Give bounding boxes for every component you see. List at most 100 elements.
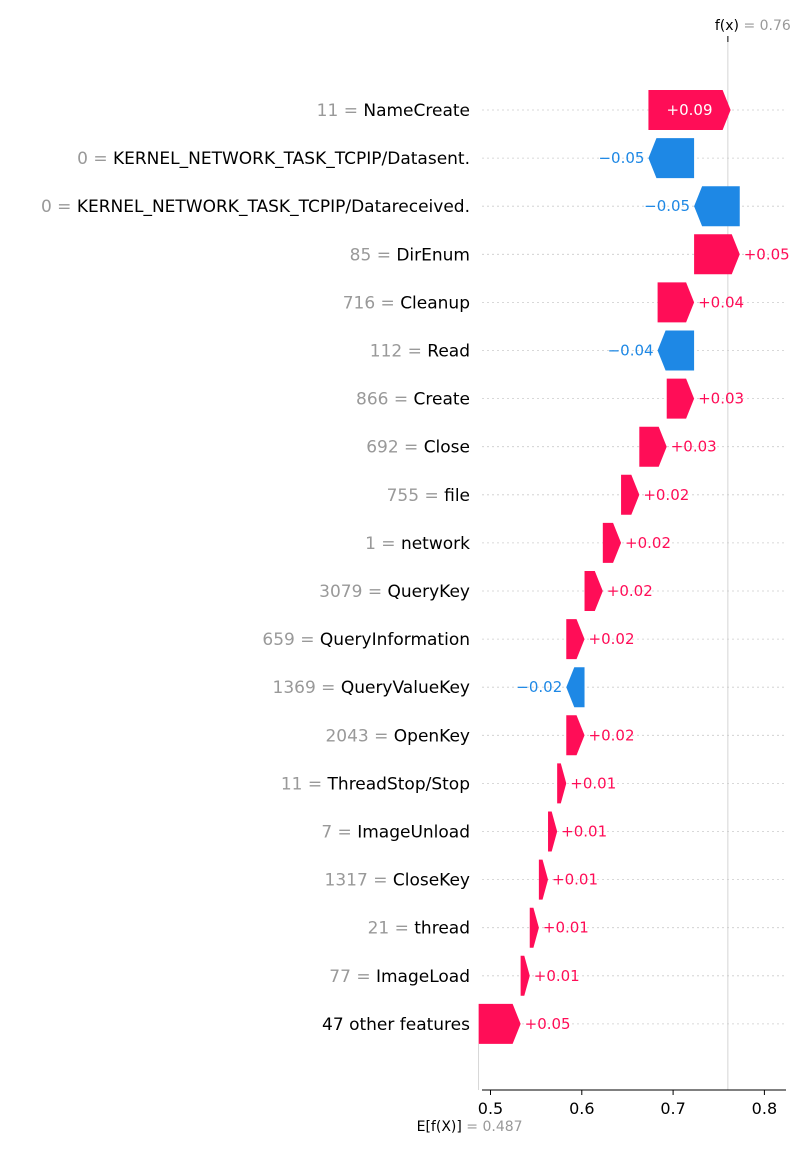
bar-positive bbox=[694, 234, 740, 275]
bar-positive bbox=[602, 522, 622, 563]
contribution-label: +0.01 bbox=[543, 919, 589, 937]
fx-annotation: f(x) = 0.76 bbox=[715, 18, 791, 34]
feature-name: DirEnum bbox=[396, 245, 470, 265]
x-tick-label: 0.6 bbox=[569, 1099, 594, 1118]
contribution-label: +0.01 bbox=[534, 967, 580, 985]
feature-name: Close bbox=[424, 438, 470, 458]
contribution-label: +0.05 bbox=[744, 245, 790, 263]
bar-positive bbox=[639, 426, 667, 467]
feature-name: ImageUnload bbox=[357, 823, 470, 843]
contribution-label: +0.02 bbox=[643, 486, 689, 504]
feature-value: 0 = bbox=[77, 149, 113, 169]
fx-label: f(x) bbox=[715, 18, 739, 34]
bar-positive bbox=[657, 282, 695, 323]
contribution-label: +0.04 bbox=[698, 293, 744, 311]
feature-name: Create bbox=[414, 390, 471, 410]
bar-positive bbox=[566, 619, 585, 660]
feature-name: CloseKey bbox=[393, 871, 470, 891]
contribution-label: +0.01 bbox=[570, 774, 616, 792]
contribution-label: +0.05 bbox=[525, 1015, 571, 1033]
bar-positive bbox=[548, 811, 558, 852]
feature-label: 755 = file bbox=[387, 486, 470, 506]
feature-value: 659 = bbox=[262, 630, 320, 650]
feature-label: 1317 = CloseKey bbox=[325, 871, 470, 891]
bar-negative bbox=[657, 330, 695, 371]
contribution-label: +0.09 bbox=[667, 101, 713, 119]
feature-name: NameCreate bbox=[363, 101, 470, 121]
contribution-label: +0.02 bbox=[589, 726, 635, 744]
feature-name: network bbox=[401, 534, 470, 554]
feature-label: 1369 = QueryValueKey bbox=[273, 678, 471, 698]
feature-label: 77 = ImageLoad bbox=[329, 967, 470, 987]
reference-lines bbox=[478, 36, 729, 1090]
contribution-label: −0.05 bbox=[644, 197, 690, 215]
contribution-label: +0.02 bbox=[625, 534, 671, 552]
feature-label: 21 = thread bbox=[368, 919, 470, 939]
feature-value: 1 = bbox=[365, 534, 401, 554]
feature-label: 47 other features bbox=[322, 1015, 470, 1035]
feature-value: 3079 = bbox=[319, 582, 387, 602]
feature-value: 21 = bbox=[368, 919, 415, 939]
fx-value: = 0.76 bbox=[739, 18, 791, 34]
feature-label: 3079 = QueryKey bbox=[319, 582, 470, 602]
x-tick-label: 0.8 bbox=[752, 1099, 777, 1118]
feature-name: ImageLoad bbox=[376, 967, 470, 987]
bar-positive bbox=[557, 763, 567, 804]
bars: +0.09 −0.05 −0.05 +0.05 +0.04 −0.04 +0.03 +0.03… bbox=[478, 90, 790, 1044]
expected-value-annotation: E[f(X)] = 0.487 bbox=[417, 1119, 523, 1135]
bar-positive bbox=[621, 474, 640, 515]
feature-label: 692 = Close bbox=[366, 438, 470, 458]
bar-positive bbox=[529, 907, 539, 948]
contribution-label: +0.02 bbox=[607, 582, 653, 600]
bar-positive bbox=[584, 571, 603, 611]
feature-value: 692 = bbox=[366, 438, 424, 458]
x-tick-label: 0.5 bbox=[478, 1099, 503, 1118]
feature-labels: 11 = NameCreate 0 = KERNEL_NETWORK_TASK_T… bbox=[41, 101, 470, 1035]
feature-name: KERNEL_NETWORK_TASK_TCPIP/Datasent. bbox=[113, 149, 470, 169]
feature-label: 0 = KERNEL_NETWORK_TASK_TCPIP/Datasent. bbox=[77, 149, 470, 169]
feature-label: 112 = Read bbox=[370, 342, 470, 362]
feature-value: 1317 = bbox=[325, 871, 393, 891]
feature-value: 85 = bbox=[350, 245, 397, 265]
bar-negative bbox=[694, 186, 740, 227]
feature-value: 2043 = bbox=[325, 726, 393, 746]
contribution-label: −0.02 bbox=[516, 678, 562, 696]
feature-label: 85 = DirEnum bbox=[350, 245, 470, 265]
feature-label: 11 = NameCreate bbox=[317, 101, 470, 121]
feature-label: 716 = Cleanup bbox=[343, 293, 470, 313]
contribution-label: +0.02 bbox=[589, 630, 635, 648]
feature-label: 7 = ImageUnload bbox=[321, 823, 470, 843]
feature-name: QueryValueKey bbox=[341, 678, 470, 698]
x-axis: 0.5 0.6 0.7 0.8 bbox=[478, 1089, 786, 1118]
feature-value: 0 = bbox=[41, 197, 77, 217]
bar-negative bbox=[566, 667, 585, 708]
bar-positive bbox=[566, 715, 585, 756]
feature-name: file bbox=[444, 486, 470, 506]
contribution-label: −0.04 bbox=[608, 342, 654, 360]
feature-value: 77 = bbox=[329, 967, 376, 987]
feature-value: 11 = bbox=[281, 774, 328, 794]
feature-name: Cleanup bbox=[400, 293, 470, 313]
feature-value: 755 = bbox=[387, 486, 445, 506]
contribution-label: +0.03 bbox=[671, 438, 717, 456]
feature-name: QueryInformation bbox=[320, 630, 470, 650]
contribution-label: +0.01 bbox=[561, 823, 607, 841]
bar-positive bbox=[666, 378, 695, 419]
feature-label: 2043 = OpenKey bbox=[325, 726, 470, 746]
feature-label: 11 = ThreadStop/Stop bbox=[281, 774, 470, 794]
bar-positive bbox=[478, 1003, 521, 1044]
x-tick-label: 0.7 bbox=[660, 1099, 685, 1118]
feature-label: 866 = Create bbox=[356, 390, 470, 410]
feature-name: KERNEL_NETWORK_TASK_TCPIP/Datareceived. bbox=[77, 197, 470, 217]
feature-name: ThreadStop/Stop bbox=[327, 774, 470, 794]
feature-name: QueryKey bbox=[388, 582, 471, 602]
feature-value: 716 = bbox=[343, 293, 401, 313]
feature-value: 1369 = bbox=[273, 678, 341, 698]
feature-name: Read bbox=[427, 342, 470, 362]
feature-label: 659 = QueryInformation bbox=[262, 630, 470, 650]
feature-value: 112 = bbox=[370, 342, 428, 362]
feature-label: 1 = network bbox=[365, 534, 470, 554]
contribution-label: −0.05 bbox=[598, 149, 644, 167]
bar-positive bbox=[538, 859, 549, 900]
